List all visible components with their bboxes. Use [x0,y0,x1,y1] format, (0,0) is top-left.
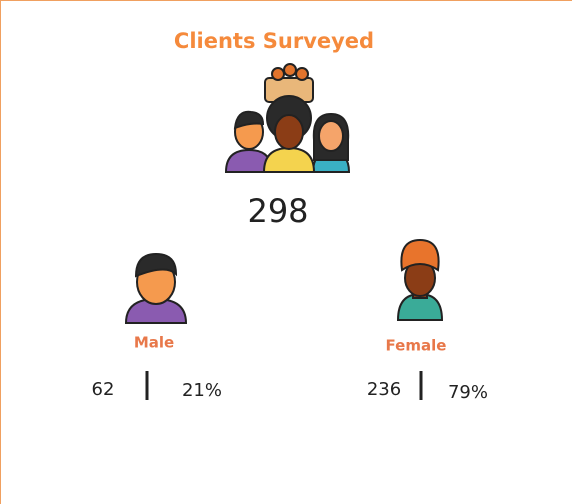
group-label: Male [134,334,174,352]
total: 298 [247,192,308,230]
title: Clients Surveyed [174,29,374,53]
male-icon [126,254,186,323]
group-icon [226,64,349,172]
infographic: Clients Surveyed 298 Male 62 21% Female … [0,0,572,504]
female-icon [398,240,442,320]
group-percent: 79% [448,382,488,403]
group-label: Female [386,337,447,355]
group-count: 236 [367,379,401,400]
group-percent: 21% [182,380,222,401]
card: Clients Surveyed 298 Male 62 21% Female … [0,0,572,504]
group-count: 62 [92,379,115,400]
